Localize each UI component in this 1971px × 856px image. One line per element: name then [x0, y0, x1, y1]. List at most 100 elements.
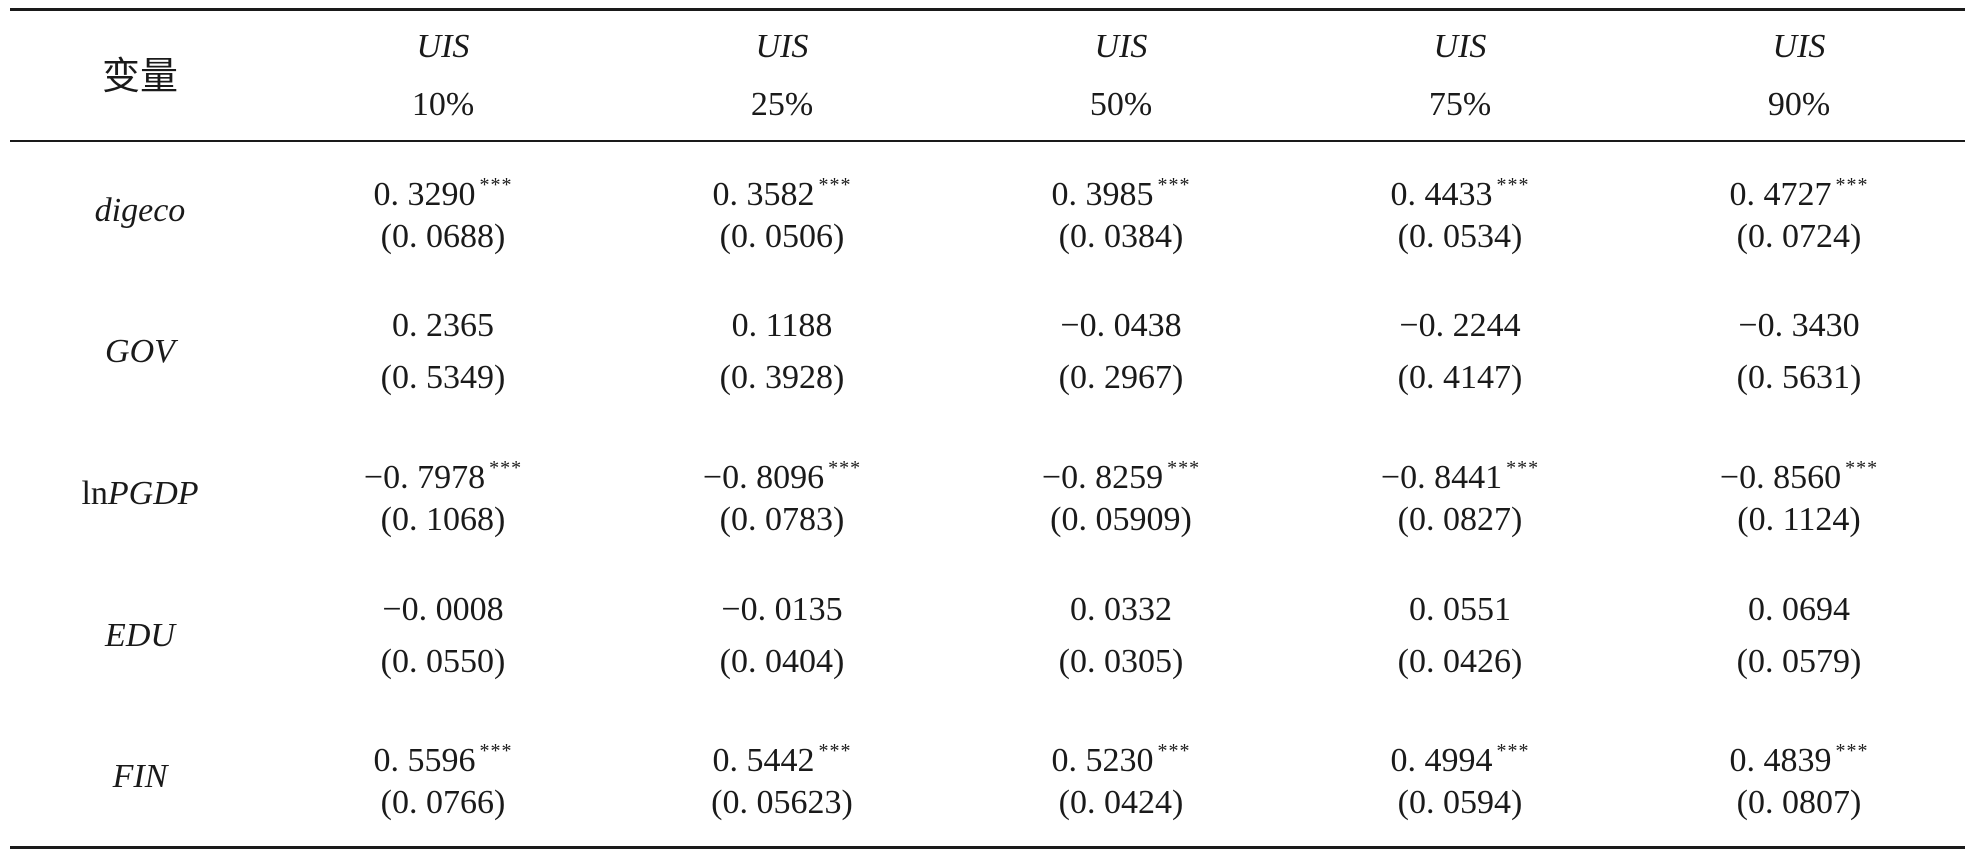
coefficient-value: −0. 0135 — [721, 591, 843, 628]
significance-stars: *** — [1506, 457, 1540, 479]
coefficient-value: 0. 4433 — [1390, 176, 1493, 213]
standard-error-cell: (0. 4147) — [1397, 359, 1523, 396]
coefficient-cell: 0. 4727 *** — [1639, 165, 1959, 215]
standard-error-cell: (0. 0404) — [719, 643, 845, 680]
coefficient-cell: 0. 4433 *** — [1300, 165, 1620, 215]
row-variable-label: lnPGDP — [40, 474, 240, 514]
coefficient-cell: −0. 7978 *** — [283, 448, 603, 498]
coefficient-value: 0. 1188 — [731, 307, 833, 344]
row-variable-prefix: ln — [81, 475, 108, 512]
coefficient-value: 0. 5230 — [1051, 742, 1154, 779]
standard-error-cell: (0. 1124) — [1737, 501, 1861, 538]
standard-error-cell: (0. 3928) — [719, 359, 845, 396]
coefficient-value: −0. 2244 — [1399, 307, 1521, 344]
coefficient-value: 0. 0332 — [1070, 591, 1172, 628]
coefficient-value: −0. 0438 — [1060, 307, 1182, 344]
standard-error-cell: (0. 2967) — [1058, 359, 1184, 396]
significance-stars: *** — [1496, 174, 1530, 196]
coefficient-value: −0. 8560 — [1719, 459, 1842, 496]
header-quantile: 10% — [411, 86, 475, 123]
significance-stars: *** — [479, 740, 513, 762]
row-variable-name: FIN — [112, 758, 168, 795]
coefficient-cell: 0. 0694 — [1639, 590, 1959, 630]
header-quantile: 90% — [1767, 86, 1831, 123]
row-variable-label: EDU — [40, 616, 240, 656]
coefficient-cell: 0. 0551 — [1300, 590, 1620, 630]
table-bottom-rule — [10, 846, 1965, 849]
header-dep-var: UIS — [1094, 28, 1148, 65]
header-variable-label: 变量 — [101, 54, 178, 98]
header-quantile: 25% — [750, 86, 814, 123]
significance-stars: *** — [818, 174, 852, 196]
row-variable-label: GOV — [40, 332, 240, 372]
coefficient-value: 0. 2365 — [392, 307, 494, 344]
standard-error-cell: (0. 0384) — [1058, 218, 1184, 255]
coefficient-value: 0. 4994 — [1390, 742, 1493, 779]
header-quantile: 75% — [1428, 86, 1492, 123]
standard-error-cell: (0. 0305) — [1058, 643, 1184, 680]
table-top-rule — [10, 8, 1965, 11]
coefficient-value: 0. 3985 — [1051, 176, 1154, 213]
coefficient-cell: 0. 5442 *** — [622, 731, 942, 781]
header-quantile: 50% — [1089, 86, 1153, 123]
row-variable-name: digeco — [94, 192, 186, 229]
header-dep-var: UIS — [1772, 28, 1826, 65]
coefficient-value: 0. 5596 — [373, 742, 476, 779]
coefficient-value: 0. 3290 — [373, 176, 476, 213]
coefficient-cell: −0. 0438 — [961, 306, 1281, 346]
coefficient-value: −0. 7978 — [363, 459, 486, 496]
standard-error-cell: (0. 1068) — [380, 501, 506, 538]
coefficient-cell: −0. 8259 *** — [961, 448, 1281, 498]
significance-stars: *** — [1835, 740, 1869, 762]
standard-error-cell: (0. 0783) — [719, 501, 845, 538]
coefficient-cell: −0. 8096 *** — [622, 448, 942, 498]
coefficient-cell: −0. 8560 *** — [1639, 448, 1959, 498]
significance-stars: *** — [479, 174, 513, 196]
standard-error-cell: (0. 0724) — [1736, 218, 1862, 255]
coefficient-cell: −0. 3430 — [1639, 306, 1959, 346]
significance-stars: *** — [1845, 457, 1879, 479]
header-dep-var: UIS — [755, 28, 809, 65]
standard-error-cell: (0. 0594) — [1397, 784, 1523, 821]
coefficient-value: −0. 8096 — [702, 459, 825, 496]
standard-error-cell: (0. 0424) — [1058, 784, 1184, 821]
coefficient-cell: −0. 0135 — [622, 590, 942, 630]
coefficient-value: 0. 5442 — [712, 742, 815, 779]
significance-stars: *** — [828, 457, 862, 479]
standard-error-cell: (0. 0579) — [1736, 643, 1862, 680]
coefficient-value: 0. 3582 — [712, 176, 815, 213]
coefficient-cell: 0. 3290 *** — [283, 165, 603, 215]
standard-error-cell: (0. 0807) — [1736, 784, 1862, 821]
coefficient-cell: 0. 1188 — [622, 306, 942, 346]
coefficient-cell: −0. 0008 — [283, 590, 603, 630]
significance-stars: *** — [1167, 457, 1201, 479]
coefficient-cell: 0. 3582 *** — [622, 165, 942, 215]
row-variable-name: GOV — [105, 333, 175, 370]
coefficient-cell: −0. 8441 *** — [1300, 448, 1620, 498]
row-variable-name: PGDP — [107, 475, 199, 512]
significance-stars: *** — [489, 457, 523, 479]
standard-error-cell: (0. 0506) — [719, 218, 845, 255]
coefficient-cell: 0. 5596 *** — [283, 731, 603, 781]
coefficient-cell: 0. 5230 *** — [961, 731, 1281, 781]
row-variable-label: FIN — [40, 757, 240, 797]
coefficient-cell: 0. 4994 *** — [1300, 731, 1620, 781]
significance-stars: *** — [1496, 740, 1530, 762]
coefficient-cell: −0. 2244 — [1300, 306, 1620, 346]
coefficient-cell: 0. 2365 — [283, 306, 603, 346]
significance-stars: *** — [1157, 174, 1191, 196]
standard-error-cell: (0. 0550) — [380, 643, 506, 680]
coefficient-value: 0. 4727 — [1729, 176, 1832, 213]
standard-error-cell: (0. 0426) — [1397, 643, 1523, 680]
significance-stars: *** — [818, 740, 852, 762]
coefficient-value: −0. 0008 — [382, 591, 504, 628]
standard-error-cell: (0. 0766) — [380, 784, 506, 821]
row-variable-label: digeco — [40, 191, 240, 231]
header-dep-var: UIS — [416, 28, 470, 65]
coefficient-value: 0. 0551 — [1409, 591, 1511, 628]
coefficient-value: −0. 8441 — [1380, 459, 1503, 496]
standard-error-cell: (0. 0688) — [380, 218, 506, 255]
coefficient-value: 0. 0694 — [1748, 591, 1850, 628]
coefficient-value: 0. 4839 — [1729, 742, 1832, 779]
